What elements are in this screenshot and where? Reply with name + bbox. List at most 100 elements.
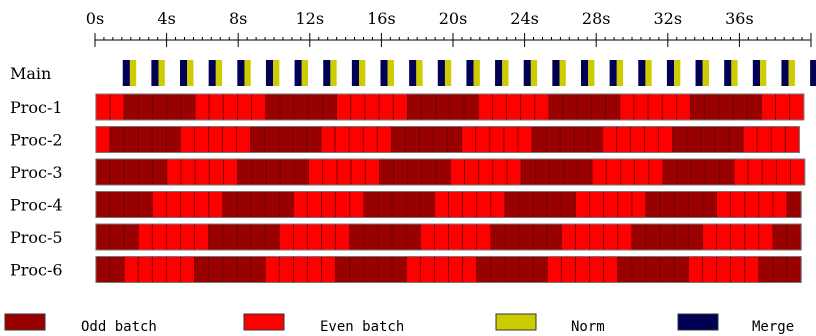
merge-segment: [552, 60, 560, 86]
odd-batch-block: [573, 126, 589, 153]
norm-segment: [273, 60, 280, 86]
even-batch-block: [503, 126, 519, 153]
norm-segment: [788, 60, 795, 86]
odd-batch-block: [605, 93, 621, 121]
odd-batch-block: [377, 223, 393, 251]
proc-track-border: [95, 93, 805, 121]
main-track: [122, 60, 816, 86]
odd-batch-block: [405, 191, 421, 218]
even-batch-block: [137, 223, 153, 251]
row-label: Proc-4: [10, 196, 63, 215]
row-label: Proc-5: [10, 228, 63, 247]
even-batch-block: [348, 126, 364, 153]
merge-segment: [466, 60, 474, 86]
merge-segment: [409, 60, 417, 86]
even-batch-block: [166, 191, 181, 218]
even-batch-block: [208, 191, 224, 218]
odd-batch-block: [222, 191, 238, 218]
even-batch-block: [194, 223, 210, 251]
odd-batch-block: [152, 158, 168, 186]
odd-batch-block: [518, 191, 534, 218]
even-batch-block: [434, 223, 449, 251]
merge-segment: [380, 60, 388, 86]
odd-batch-block: [786, 191, 802, 218]
odd-batch-block: [363, 256, 379, 283]
even-batch-block: [461, 126, 477, 153]
odd-batch-block: [390, 126, 406, 153]
odd-batch-block: [251, 158, 267, 186]
even-batch-block: [744, 256, 760, 283]
even-batch-block: [278, 256, 294, 283]
odd-batch-block: [363, 223, 379, 251]
odd-batch-block: [435, 93, 451, 121]
even-batch-block: [560, 256, 576, 283]
odd-batch-block: [433, 126, 449, 153]
legend-label: Odd batch: [81, 319, 157, 335]
even-batch-block: [278, 223, 294, 251]
even-batch-block: [702, 256, 717, 283]
even-batch-block: [151, 191, 167, 218]
proc-tracks: [95, 93, 806, 283]
even-batch-block: [448, 256, 464, 283]
odd-batch-block: [687, 191, 703, 218]
even-batch-block: [434, 256, 449, 283]
odd-batch-block: [391, 191, 407, 218]
norm-segment: [502, 60, 509, 86]
odd-batch-block: [293, 93, 309, 121]
even-batch-block: [589, 191, 605, 218]
even-batch-block: [180, 191, 196, 218]
even-batch-block: [687, 256, 703, 283]
odd-batch-block: [687, 223, 703, 251]
merge-segment: [351, 60, 360, 86]
odd-batch-block: [702, 191, 717, 218]
even-batch-block: [320, 126, 336, 153]
even-batch-block: [520, 93, 536, 121]
norm-segment: [359, 60, 366, 86]
axis-tick-label: 28s: [582, 9, 611, 28]
norm-segment: [215, 60, 223, 86]
even-batch-block: [716, 223, 732, 251]
even-batch-block: [560, 223, 576, 251]
odd-batch-block: [349, 223, 365, 251]
even-batch-block: [616, 126, 631, 153]
even-batch-block: [591, 158, 607, 186]
odd-batch-block: [123, 191, 139, 218]
even-batch-block: [462, 256, 478, 283]
even-batch-block: [378, 93, 394, 121]
even-batch-block: [730, 191, 746, 218]
even-batch-block: [742, 126, 758, 153]
odd-batch-block: [123, 93, 139, 121]
even-batch-block: [166, 158, 182, 186]
even-batch-block: [617, 223, 633, 251]
even-batch-block: [223, 158, 239, 186]
even-batch-block: [123, 256, 139, 283]
even-batch-block: [730, 256, 746, 283]
odd-batch-block: [587, 126, 603, 153]
even-batch-block: [644, 126, 660, 153]
even-batch-block: [292, 256, 308, 283]
odd-batch-block: [264, 126, 280, 153]
even-batch-block: [194, 158, 210, 186]
even-batch-block: [744, 191, 760, 218]
even-batch-block: [166, 256, 181, 283]
norm-segment: [129, 60, 137, 86]
odd-batch-block: [208, 223, 224, 251]
even-batch-block: [784, 126, 800, 153]
odd-batch-block: [659, 191, 675, 218]
odd-batch-block: [549, 158, 565, 186]
odd-batch-block: [631, 256, 647, 283]
odd-batch-block: [463, 93, 479, 121]
even-batch-block: [109, 93, 125, 121]
odd-batch-block: [732, 93, 748, 121]
odd-batch-block: [322, 93, 337, 121]
axis-tick-label: 16s: [367, 9, 396, 28]
odd-batch-block: [786, 223, 802, 251]
row-label: Proc-1: [10, 98, 63, 117]
axis-tick-label: 36s: [725, 9, 754, 28]
axis-tick-label: 8s: [229, 9, 247, 28]
odd-batch-block: [250, 223, 266, 251]
odd-batch-block: [95, 256, 111, 283]
odd-batch-block: [504, 191, 520, 218]
even-batch-block: [490, 191, 506, 218]
even-batch-block: [448, 223, 464, 251]
